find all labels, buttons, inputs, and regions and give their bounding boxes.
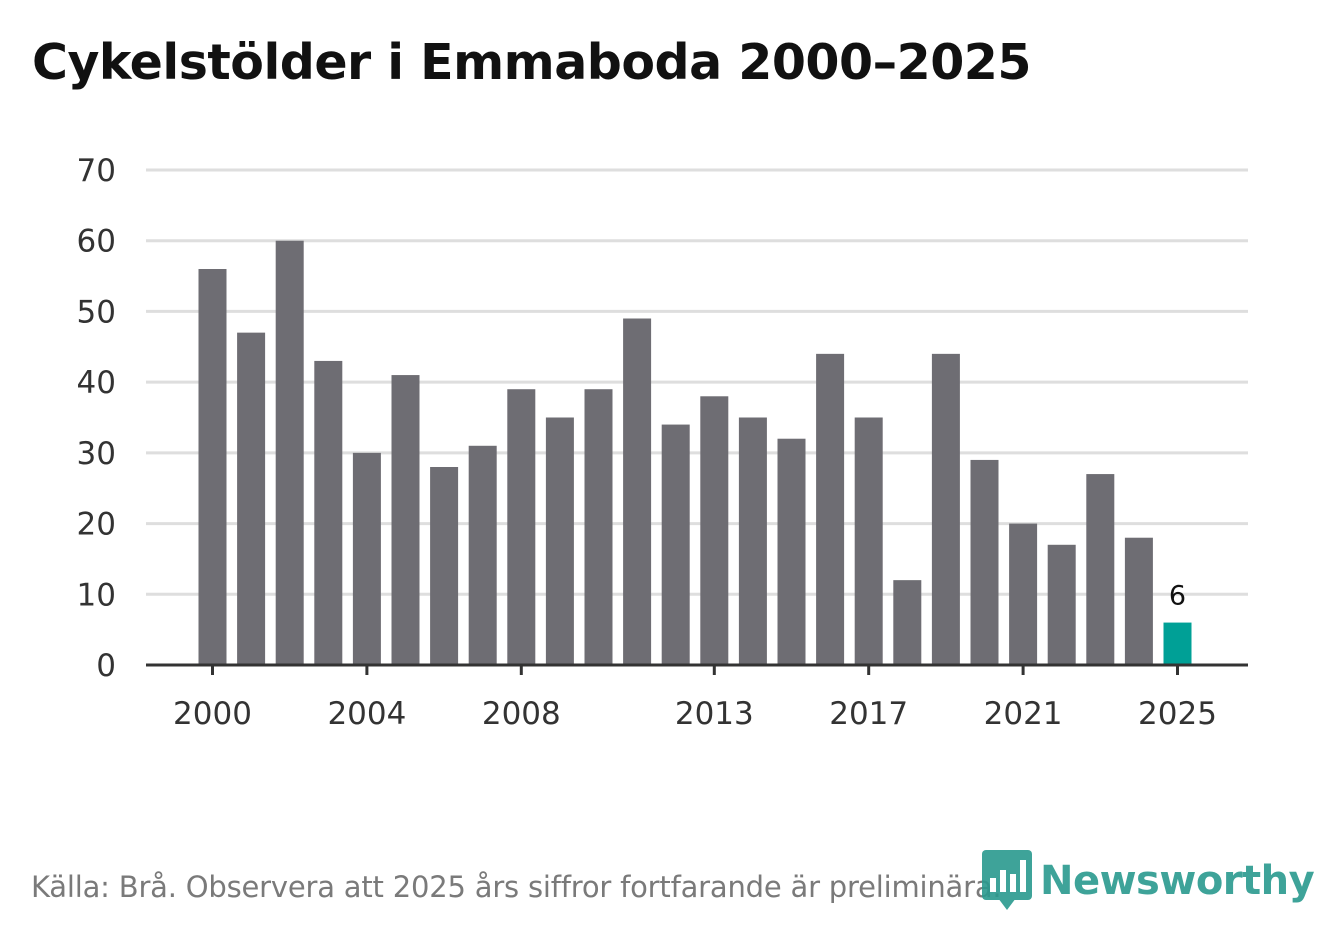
y-tick-label: 70 <box>77 153 116 189</box>
bar-2004 <box>352 452 381 665</box>
bar-2024 <box>1124 537 1153 665</box>
y-tick-label: 60 <box>77 224 116 260</box>
source-note: Källa: Brå. Observera att 2025 års siffr… <box>31 870 1002 904</box>
bar-2015 <box>777 438 806 665</box>
y-axis-ticks: 0 10 20 30 40 50 60 70 <box>77 153 116 684</box>
y-tick-label: 30 <box>77 436 116 472</box>
bar-2012 <box>661 424 690 665</box>
bar-2025 <box>1163 622 1192 665</box>
y-tick-label: 0 <box>96 648 116 684</box>
bar-2021 <box>1009 523 1038 665</box>
y-tick-label: 40 <box>77 365 116 401</box>
bar-2007 <box>468 445 497 665</box>
bar-2009 <box>545 417 574 665</box>
bar-2002 <box>275 240 304 665</box>
y-tick-label: 20 <box>77 507 116 543</box>
x-tick-label: 2017 <box>829 696 908 732</box>
bar-2016 <box>816 353 845 665</box>
data-label-2025: 6 <box>1169 581 1186 612</box>
bar-2005 <box>391 375 420 665</box>
bar-2011 <box>623 318 652 665</box>
bar-chart: 0 10 20 30 40 50 60 70 2000 2004 2008 2013 2017 2021… <box>77 153 1248 732</box>
bar-2020 <box>970 459 999 665</box>
gridlines <box>146 168 1248 596</box>
x-tick-label: 2004 <box>327 696 406 732</box>
data-labels: 6 <box>1169 581 1186 612</box>
bar-2000 <box>198 269 227 665</box>
bar-2022 <box>1047 544 1076 665</box>
bar-2017 <box>854 417 883 665</box>
bars <box>198 240 1192 665</box>
bar-2013 <box>700 396 729 665</box>
bar-2023 <box>1086 474 1115 665</box>
y-tick-label: 50 <box>77 294 116 330</box>
bar-2001 <box>237 332 266 665</box>
chart-title: Cykelstölder i Emmaboda 2000–2025 <box>32 34 1031 91</box>
x-tick-label: 2021 <box>984 696 1063 732</box>
bar-2003 <box>314 360 343 665</box>
x-tick-label: 2013 <box>675 696 754 732</box>
newsworthy-logo: Newsworthy <box>982 850 1315 912</box>
x-tick-label: 2000 <box>173 696 252 732</box>
newsworthy-logo-icon <box>982 850 1032 910</box>
y-tick-label: 10 <box>77 577 116 613</box>
bar-2010 <box>584 389 613 665</box>
bar-2006 <box>430 467 459 665</box>
brand-name: Newsworthy <box>1040 858 1315 904</box>
bar-2018 <box>893 580 922 665</box>
x-tick-label: 2025 <box>1138 696 1217 732</box>
bar-2014 <box>738 417 767 665</box>
bar-2019 <box>931 353 960 665</box>
bar-2008 <box>507 389 536 665</box>
x-axis-ticks: 2000 2004 2008 2013 2017 2021 2025 <box>173 665 1217 732</box>
x-tick-label: 2008 <box>482 696 561 732</box>
